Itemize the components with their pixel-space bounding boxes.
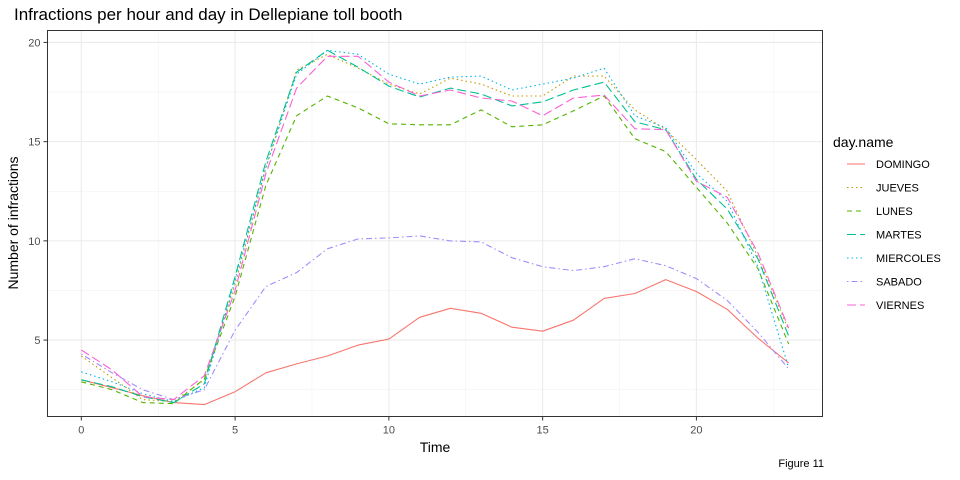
legend-label-sabado: SABADO: [876, 277, 922, 289]
y-tick-label: 5: [34, 335, 40, 347]
legend-label-martes: MARTES: [876, 230, 922, 242]
chart-title: Infractions per hour and day in Dellepia…: [14, 5, 403, 24]
x-tick-label: 20: [690, 425, 702, 437]
legend: day.name DOMINGO JUEVES LUNES MARTES MIERCOL…: [833, 134, 941, 312]
x-axis-title: Time: [420, 439, 451, 455]
legend-label-viernes: VIERNES: [876, 300, 924, 312]
legend-label-jueves: JUEVES: [876, 183, 919, 195]
figure-caption: Figure 11: [778, 458, 824, 470]
x-tick-label: 5: [232, 425, 238, 437]
series-line-sabado: [81, 235, 790, 401]
series-lines: [80, 49, 790, 406]
y-axis-title: Number of infractions: [5, 156, 21, 289]
plot-panel: [47, 30, 823, 417]
legend-label-miercoles: MIERCOLES: [876, 253, 941, 265]
legend-title: day.name: [833, 134, 894, 150]
major-gridlines: [47, 30, 823, 417]
x-tick-label: 15: [537, 425, 549, 437]
series-line-domingo: [81, 279, 790, 406]
y-tick-label: 20: [28, 37, 40, 49]
series-line-miercoles: [81, 49, 790, 403]
legend-label-lunes: LUNES: [876, 206, 913, 218]
x-axis: 0 5 10 15 20: [78, 416, 703, 437]
x-tick-label: 0: [78, 425, 84, 437]
plot-border: [47, 30, 823, 417]
y-axis: 5 10 15 20: [28, 37, 48, 347]
series-line-viernes: [81, 55, 790, 401]
y-tick-label: 10: [28, 236, 40, 248]
y-tick-label: 15: [28, 137, 40, 149]
legend-label-domingo: DOMINGO: [876, 159, 930, 171]
x-tick-label: 10: [383, 425, 395, 437]
series-line-lunes: [81, 95, 790, 405]
